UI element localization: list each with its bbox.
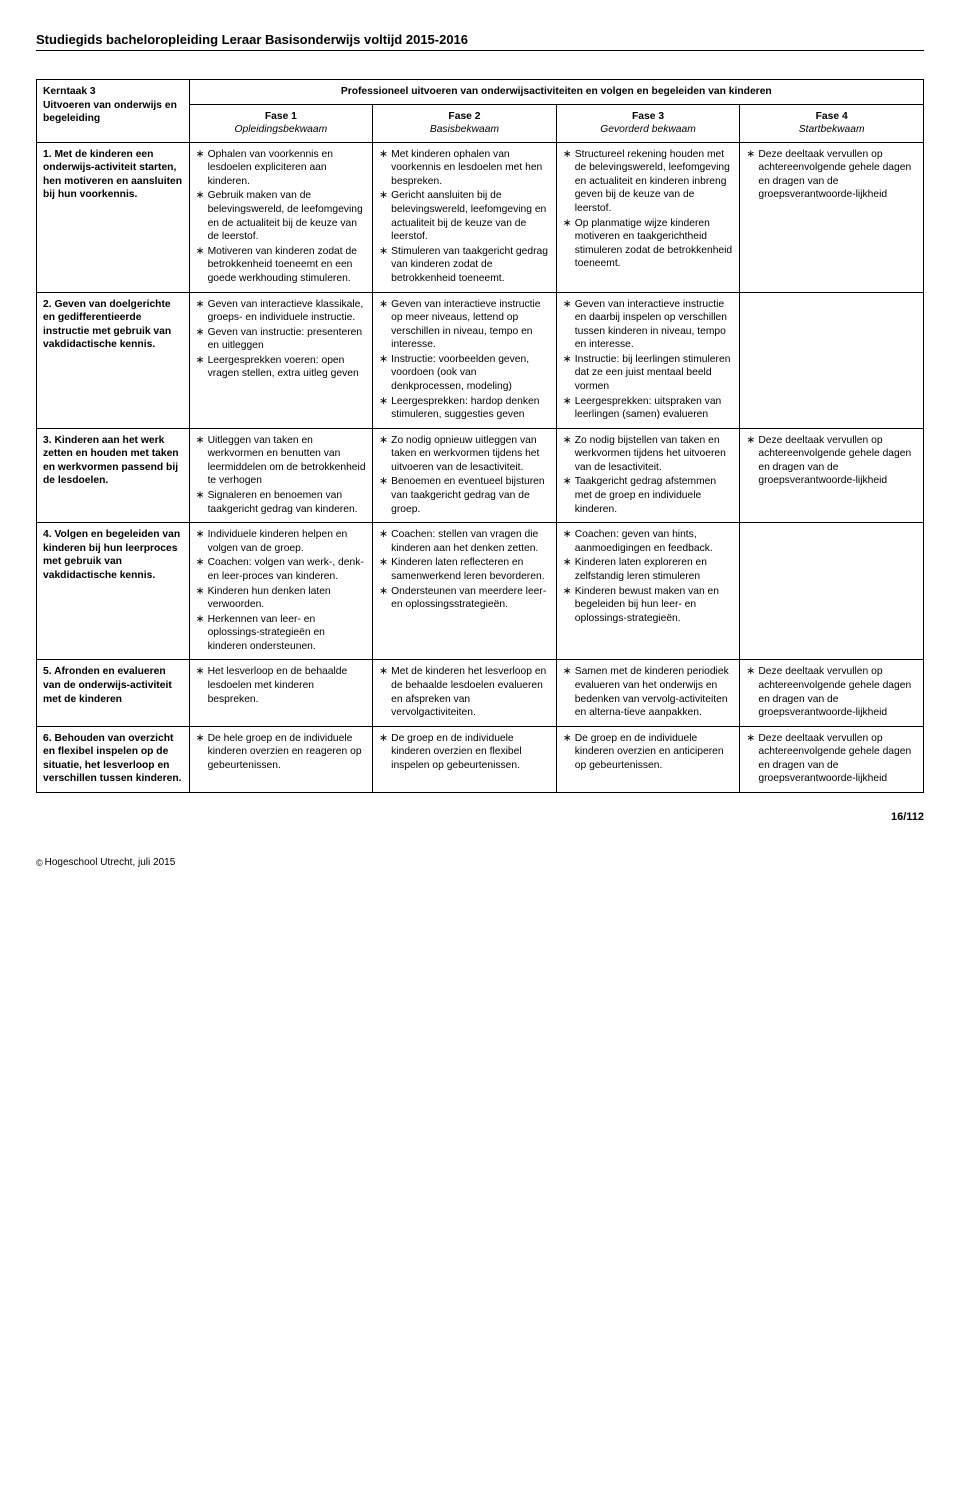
cell-r6-c3: De groep en de individuele kinderen over… [556,726,740,792]
list-item: Met kinderen ophalen van voorkennis en l… [379,148,550,189]
list-item: Ophalen van voorkennis en lesdoelen expl… [196,148,367,189]
row-label-2: 2. Geven van doelgerichte en gedifferent… [37,292,190,428]
row-label-5: 5. Afronden en evalueren van de onderwij… [37,660,190,726]
list-item: Met de kinderen het lesverloop en de beh… [379,665,550,719]
list-item: Leergesprekken: uitspraken van leerlinge… [563,395,734,422]
cell-r4-c4 [740,523,924,660]
list-item: Zo nodig opnieuw uitleggen van taken en … [379,434,550,475]
list-item: Signaleren en benoemen van taakgericht g… [196,489,367,516]
list-item: Kinderen laten reflecteren en samenwerke… [379,556,550,583]
list-item: De hele groep en de individuele kinderen… [196,732,367,773]
page-footer: 16/112 [36,811,924,823]
phase-header-1: Fase 1Opleidingsbekwaam [189,104,373,142]
list-item: Instructie: bij leerlingen stimuleren da… [563,353,734,394]
list-item: Coachen: volgen van werk-, denk- en leer… [196,556,367,583]
cell-r5-c4: Deze deeltaak vervullen op achtereenvolg… [740,660,924,726]
phase-header-2: Fase 2Basisbekwaam [373,104,557,142]
task-header-cell: Kerntaak 3Uitvoeren van onderwijs en beg… [37,80,190,143]
cell-r4-c1: Individuele kinderen helpen en volgen va… [189,523,373,660]
phase-header-4: Fase 4Startbekwaam [740,104,924,142]
copyright-line: ©Hogeschool Utrecht, juli 2015 [36,823,924,868]
list-item: Herkennen van leer- en oplossings-strate… [196,613,367,654]
list-item: Deze deeltaak vervullen op achtereenvolg… [746,434,917,488]
list-item: Leergesprekken: hardop denken stimuleren… [379,395,550,422]
cell-r1-c2: Met kinderen ophalen van voorkennis en l… [373,142,557,292]
cell-r5-c1: Het lesverloop en de behaalde lesdoelen … [189,660,373,726]
document-header: Studiegids bacheloropleiding Leraar Basi… [36,32,924,51]
page-number: 16/112 [891,811,924,823]
cell-r3-c1: Uitleggen van taken en werkvormen en ben… [189,428,373,522]
list-item: Geven van interactieve instructie op mee… [379,298,550,352]
cell-r2-c1: Geven van interactieve klassikale, groep… [189,292,373,428]
cell-r1-c1: Ophalen van voorkennis en lesdoelen expl… [189,142,373,292]
competency-table: Kerntaak 3Uitvoeren van onderwijs en beg… [36,79,924,793]
row-label-3: 3. Kinderen aan het werk zetten en houde… [37,428,190,522]
list-item: Deze deeltaak vervullen op achtereenvolg… [746,665,917,719]
row-label-1: 1. Met de kinderen een onderwijs-activit… [37,142,190,292]
list-item: Benoemen en eventueel bijsturen van taak… [379,475,550,516]
list-item: Kinderen hun denken laten verwoorden. [196,585,367,612]
overhead-cell: Professioneel uitvoeren van onderwijsact… [189,80,923,105]
list-item: Geven van interactieve klassikale, groep… [196,298,367,325]
list-item: Geven van interactieve instructie en daa… [563,298,734,352]
list-item: Uitleggen van taken en werkvormen en ben… [196,434,367,488]
cell-r5-c2: Met de kinderen het lesverloop en de beh… [373,660,557,726]
list-item: Gebruik maken van de belevingswereld, de… [196,189,367,243]
list-item: De groep en de individuele kinderen over… [379,732,550,773]
list-item: Deze deeltaak vervullen op achtereenvolg… [746,148,917,202]
cell-r5-c3: Samen met de kinderen periodiek evaluere… [556,660,740,726]
cell-r1-c4: Deze deeltaak vervullen op achtereenvolg… [740,142,924,292]
list-item: Gericht aansluiten bij de belevingswerel… [379,189,550,243]
list-item: Zo nodig bijstellen van taken en werkvor… [563,434,734,475]
cell-r6-c2: De groep en de individuele kinderen over… [373,726,557,792]
cell-r1-c3: Structureel rekening houden met de belev… [556,142,740,292]
list-item: Instructie: voorbeelden geven, voordoen … [379,353,550,394]
list-item: Samen met de kinderen periodiek evaluere… [563,665,734,719]
cell-r6-c1: De hele groep en de individuele kinderen… [189,726,373,792]
cell-r4-c2: Coachen: stellen van vragen die kinderen… [373,523,557,660]
list-item: Motiveren van kinderen zodat de betrokke… [196,245,367,286]
cell-r3-c3: Zo nodig bijstellen van taken en werkvor… [556,428,740,522]
list-item: Deze deeltaak vervullen op achtereenvolg… [746,732,917,786]
list-item: Geven van instructie: presenteren en uit… [196,326,367,353]
cell-r3-c2: Zo nodig opnieuw uitleggen van taken en … [373,428,557,522]
cell-r2-c4 [740,292,924,428]
cell-r6-c4: Deze deeltaak vervullen op achtereenvolg… [740,726,924,792]
cell-r2-c3: Geven van interactieve instructie en daa… [556,292,740,428]
cell-r3-c4: Deze deeltaak vervullen op achtereenvolg… [740,428,924,522]
list-item: Ondersteunen van meerdere leer- en oplos… [379,585,550,612]
cell-r2-c2: Geven van interactieve instructie op mee… [373,292,557,428]
list-item: Coachen: stellen van vragen die kinderen… [379,528,550,555]
list-item: Coachen: geven van hints, aanmoedigingen… [563,528,734,555]
list-item: Kinderen bewust maken van en begeleiden … [563,585,734,626]
cell-r4-c3: Coachen: geven van hints, aanmoedigingen… [556,523,740,660]
list-item: Het lesverloop en de behaalde lesdoelen … [196,665,367,706]
list-item: De groep en de individuele kinderen over… [563,732,734,773]
list-item: Op planmatige wijze kinderen motiveren e… [563,217,734,271]
list-item: Leergesprekken voeren: open vragen stell… [196,354,367,381]
list-item: Individuele kinderen helpen en volgen va… [196,528,367,555]
row-label-4: 4. Volgen en begeleiden van kinderen bij… [37,523,190,660]
row-label-6: 6. Behouden van overzicht en flexibel in… [37,726,190,792]
phase-header-3: Fase 3Gevorderd bekwaam [556,104,740,142]
list-item: Taakgericht gedrag afstemmen met de groe… [563,475,734,516]
list-item: Stimuleren van taakgericht gedrag van ki… [379,245,550,286]
list-item: Kinderen laten exploreren en zelfstandig… [563,556,734,583]
list-item: Structureel rekening houden met de belev… [563,148,734,216]
